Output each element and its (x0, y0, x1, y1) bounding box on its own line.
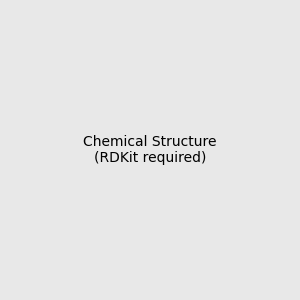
Text: Chemical Structure
(RDKit required): Chemical Structure (RDKit required) (83, 135, 217, 165)
